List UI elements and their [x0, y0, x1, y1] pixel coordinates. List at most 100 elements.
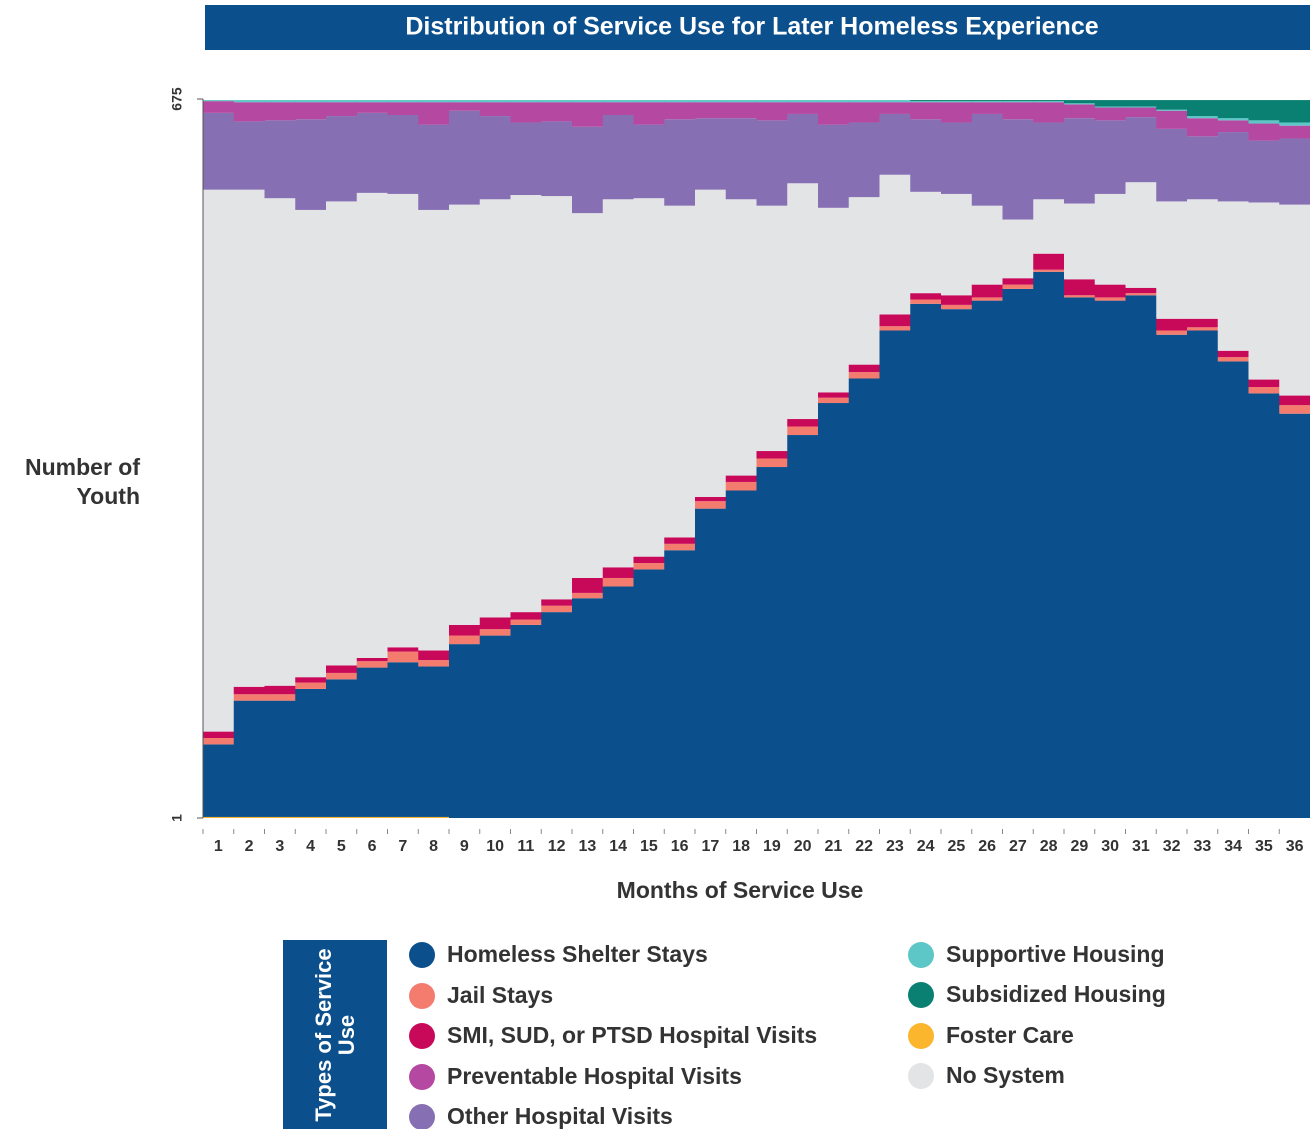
area-segment — [1248, 140, 1280, 203]
area-segment — [387, 100, 419, 103]
area-segment — [1156, 318, 1188, 331]
area-segment — [203, 816, 235, 818]
legend-swatch — [409, 1064, 435, 1090]
area-segment — [818, 403, 850, 818]
legend-label: Preventable Hospital Visits — [447, 1063, 742, 1089]
area-segment — [326, 665, 358, 673]
area-segment — [756, 102, 788, 121]
area-segment — [203, 744, 235, 817]
area-segment — [1033, 122, 1065, 200]
area-segment — [510, 195, 542, 613]
x-tick-label: 24 — [917, 838, 935, 855]
area-segment — [695, 189, 727, 497]
area-segment — [971, 284, 1004, 298]
area-segment — [848, 372, 881, 379]
area-segment — [1033, 269, 1065, 272]
area-segment — [756, 205, 788, 452]
area-segment — [1187, 136, 1219, 200]
x-tick-label: 7 — [398, 838, 407, 855]
x-tick-label: 9 — [460, 838, 469, 855]
area-segment — [449, 204, 481, 625]
area-segment — [1125, 293, 1157, 296]
area-segment — [1156, 330, 1188, 335]
area-segment — [264, 700, 296, 817]
x-tick-label: 31 — [1132, 838, 1150, 855]
area-segment — [941, 193, 973, 296]
area-segment — [1156, 110, 1188, 129]
area-segment — [787, 183, 819, 420]
area-segment — [910, 119, 942, 192]
area-segment — [1125, 295, 1157, 818]
area-segment — [602, 100, 635, 103]
area-segment — [1125, 107, 1157, 118]
area-segment — [1002, 100, 1034, 102]
area-segment — [479, 116, 512, 200]
area-segment — [1248, 120, 1280, 124]
area-segment — [848, 100, 881, 103]
legend-label: Supportive Housing — [946, 941, 1165, 967]
area-segment — [479, 102, 512, 117]
legend-label: Homeless Shelter Stays — [447, 941, 708, 967]
area-segment — [264, 816, 296, 818]
area-segment — [541, 605, 573, 613]
area-segment — [848, 364, 881, 373]
area-segment — [818, 397, 850, 404]
area-segment — [326, 102, 358, 117]
area-segment — [756, 100, 788, 103]
legend-swatch — [409, 1104, 435, 1129]
x-tick-label: 22 — [855, 838, 873, 855]
legend-label: No System — [946, 1062, 1065, 1088]
area-segment — [572, 100, 604, 103]
area-segment — [971, 100, 1004, 102]
area-segment — [1002, 219, 1034, 279]
area-segment — [1002, 102, 1034, 120]
area-segment — [541, 612, 573, 818]
area-segment — [971, 102, 1004, 114]
x-tick-label: 32 — [1163, 838, 1181, 855]
x-tick-label: 13 — [578, 838, 596, 855]
title-bar — [205, 5, 1310, 50]
area-segment — [326, 201, 358, 666]
area-segment — [1064, 279, 1096, 296]
area-segment — [356, 192, 389, 658]
area-segment — [695, 508, 727, 818]
area-segment — [941, 102, 973, 123]
area-segment — [572, 213, 604, 578]
area-segment — [787, 426, 819, 436]
area-segment — [203, 101, 235, 113]
area-segment — [1187, 318, 1219, 328]
area-segment — [602, 567, 635, 578]
area-segment — [479, 100, 512, 103]
area-segment — [356, 100, 389, 103]
area-segment — [879, 102, 911, 114]
area-segment — [1033, 271, 1065, 818]
area-segment — [725, 199, 758, 476]
area-segment — [633, 569, 665, 818]
area-segment — [695, 501, 727, 509]
area-segment — [1033, 100, 1065, 102]
area-segment — [756, 451, 788, 459]
area-segment — [1094, 120, 1127, 194]
legend-label: Foster Care — [946, 1022, 1074, 1048]
area-segment — [756, 467, 788, 818]
area-segment — [726, 818, 757, 819]
area-segment — [633, 102, 665, 125]
y-tick-label: 675 — [169, 87, 185, 111]
area-segment — [1033, 199, 1065, 254]
area-segment — [1279, 100, 1310, 123]
area-segment — [1279, 125, 1310, 139]
legend-swatch — [409, 983, 435, 1009]
area-segment — [664, 119, 696, 206]
area-segment — [387, 102, 419, 116]
area-segment — [879, 100, 911, 103]
area-segment — [1125, 117, 1157, 183]
area-segment — [941, 122, 973, 194]
area-segment — [725, 118, 758, 200]
area-segment — [233, 121, 266, 190]
area-segment — [787, 113, 819, 184]
area-segment — [356, 102, 389, 113]
area-segment — [910, 299, 942, 304]
area-segment — [787, 435, 819, 818]
area-segment — [1279, 395, 1310, 406]
area-segment — [1125, 100, 1157, 107]
